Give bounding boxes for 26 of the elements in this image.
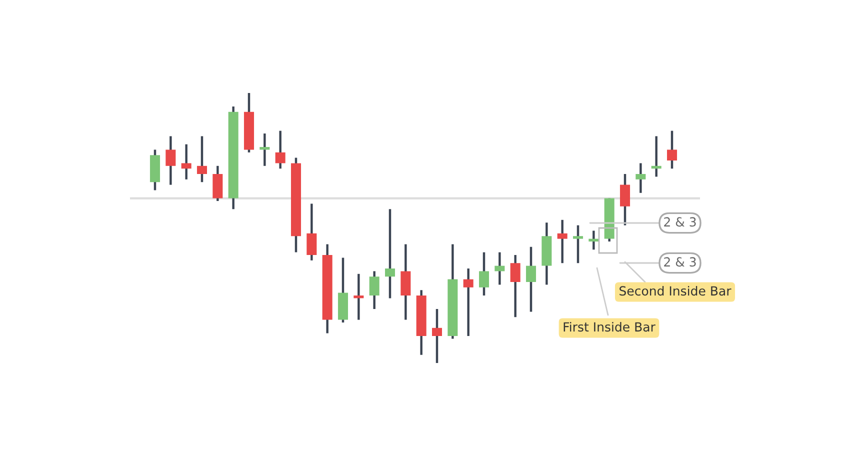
candlestick [354,272,364,321]
candlestick [478,251,490,297]
candlestick [166,135,176,186]
candlestick [557,218,568,264]
candlestick [510,254,520,318]
candlestick [275,130,286,170]
candlestick [260,132,270,168]
candlestick [196,135,208,184]
candlestick [306,202,317,262]
annotation: Second Inside Bar [620,286,732,296]
candlestick [369,270,380,310]
candlestick [432,308,442,363]
candlestick [181,143,192,181]
candlestick [636,162,646,194]
candlestick [384,208,396,300]
candlestick [620,172,630,226]
annotation: 2 & 3 [664,217,696,227]
candlestick [526,246,536,313]
candlestick [572,224,584,264]
candlestick [666,130,678,170]
candlestick [588,230,599,251]
candlestick [494,251,505,286]
annotation: 2 & 3 [664,257,696,267]
annotation: First Inside Bar [564,322,656,332]
candlestick [651,135,662,178]
candlestick [463,267,474,338]
